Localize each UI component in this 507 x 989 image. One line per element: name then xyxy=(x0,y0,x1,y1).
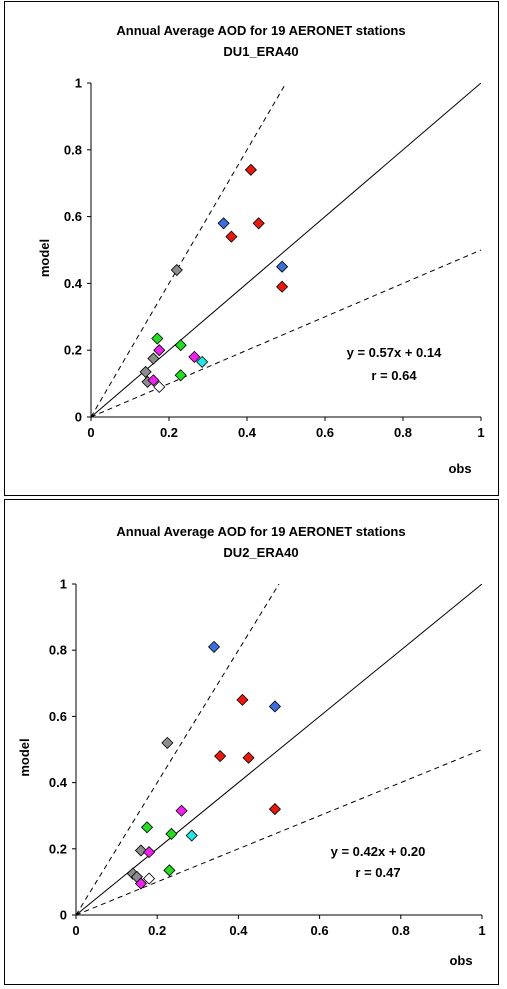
data-point-2 xyxy=(252,217,265,230)
reference-line-1to2 xyxy=(91,249,481,417)
y-tick-label: 0.2 xyxy=(64,343,82,358)
data-point-12 xyxy=(174,339,187,352)
chart-title: Annual Average AOD for 19 AERONET statio… xyxy=(116,23,405,38)
data-point-6 xyxy=(268,803,282,816)
x-tick-label: 0 xyxy=(72,923,79,938)
data-point-11 xyxy=(151,332,164,345)
x-tick-label: 1 xyxy=(478,923,485,938)
data-point-17 xyxy=(196,355,209,368)
x-tick-label: 0 xyxy=(87,425,94,440)
data-point-13 xyxy=(174,369,187,382)
y-tick-label: 0.6 xyxy=(64,209,82,224)
y-tick-label: 0.6 xyxy=(49,709,67,724)
data-point-16 xyxy=(147,374,160,387)
data-point-17 xyxy=(185,829,198,842)
data-point-12 xyxy=(165,827,178,840)
chart-title: Annual Average AOD for 19 AERONET statio… xyxy=(116,524,405,539)
y-tick-label: 1 xyxy=(75,76,82,91)
scatter-chart-du2: Annual Average AOD for 19 AERONET statio… xyxy=(17,524,486,968)
data-point-4 xyxy=(214,750,227,763)
data-point-18 xyxy=(153,380,166,394)
y-tick-label: 0.4 xyxy=(49,775,68,790)
data-point-18 xyxy=(143,872,156,885)
y-tick-label: 0.2 xyxy=(49,841,67,856)
data-point-16 xyxy=(134,877,148,890)
x-tick-label: 0.2 xyxy=(148,923,166,938)
reference-line-1to1 xyxy=(76,584,482,915)
data-point-7 xyxy=(170,263,183,277)
x-axis-label: obs xyxy=(449,953,472,968)
correlation-value: r = 0.64 xyxy=(371,368,417,383)
y-tick-label: 0.8 xyxy=(64,142,82,157)
data-point-7 xyxy=(161,736,174,749)
y-tick-label: 0.4 xyxy=(64,276,83,291)
data-point-5 xyxy=(217,217,230,230)
x-tick-label: 0.8 xyxy=(392,923,410,938)
regression-equation: y = 0.57x + 0.14 xyxy=(347,345,442,360)
chart-panel-du1: Annual Average AOD for 19 AERONET statio… xyxy=(4,1,499,496)
regression-equation: y = 0.42x + 0.20 xyxy=(331,844,426,859)
reference-line-2to1 xyxy=(91,83,287,417)
reference-line-1to1 xyxy=(91,83,481,417)
data-point-11 xyxy=(140,821,154,834)
y-tick-label: 0.8 xyxy=(49,643,67,658)
data-point-4 xyxy=(276,280,289,293)
chart-subtitle: DU2_ERA40 xyxy=(223,545,298,560)
data-point-14 xyxy=(153,344,166,357)
data-point-13 xyxy=(163,864,176,877)
x-tick-label: 0.4 xyxy=(238,425,257,440)
data-point-5 xyxy=(242,751,255,764)
y-tick-label: 0 xyxy=(75,410,82,425)
chart-subtitle: DU1_ERA40 xyxy=(223,44,298,59)
correlation-value: r = 0.47 xyxy=(355,865,400,880)
data-point-6 xyxy=(276,260,289,273)
data-point-3 xyxy=(225,230,238,243)
x-tick-label: 1 xyxy=(477,425,484,440)
chart-panel-du2: Annual Average AOD for 19 AERONET statio… xyxy=(4,499,499,985)
data-point-1 xyxy=(207,640,221,653)
x-axis-label: obs xyxy=(448,461,471,476)
data-point-8 xyxy=(147,352,160,365)
y-tick-label: 1 xyxy=(60,577,67,592)
data-point-15 xyxy=(188,350,201,363)
data-point-9 xyxy=(139,365,152,378)
data-point-14 xyxy=(175,804,188,817)
data-point-8 xyxy=(134,844,148,857)
reference-line-1to2 xyxy=(76,749,482,915)
x-tick-label: 0.2 xyxy=(160,425,178,440)
data-point-1 xyxy=(244,163,257,176)
reference-line-2to1 xyxy=(76,584,280,915)
y-axis-label: model xyxy=(17,738,32,776)
data-point-15 xyxy=(143,846,156,859)
x-tick-label: 0.6 xyxy=(311,923,329,938)
data-point-3 xyxy=(236,693,249,706)
y-tick-label: 0 xyxy=(60,908,67,923)
x-tick-label: 0.8 xyxy=(394,425,412,440)
x-tick-label: 0.4 xyxy=(229,923,248,938)
scatter-chart-du1: Annual Average AOD for 19 AERONET statio… xyxy=(37,23,485,476)
data-point-2 xyxy=(268,700,282,713)
x-tick-label: 0.6 xyxy=(316,425,334,440)
y-axis-label: model xyxy=(37,239,52,277)
